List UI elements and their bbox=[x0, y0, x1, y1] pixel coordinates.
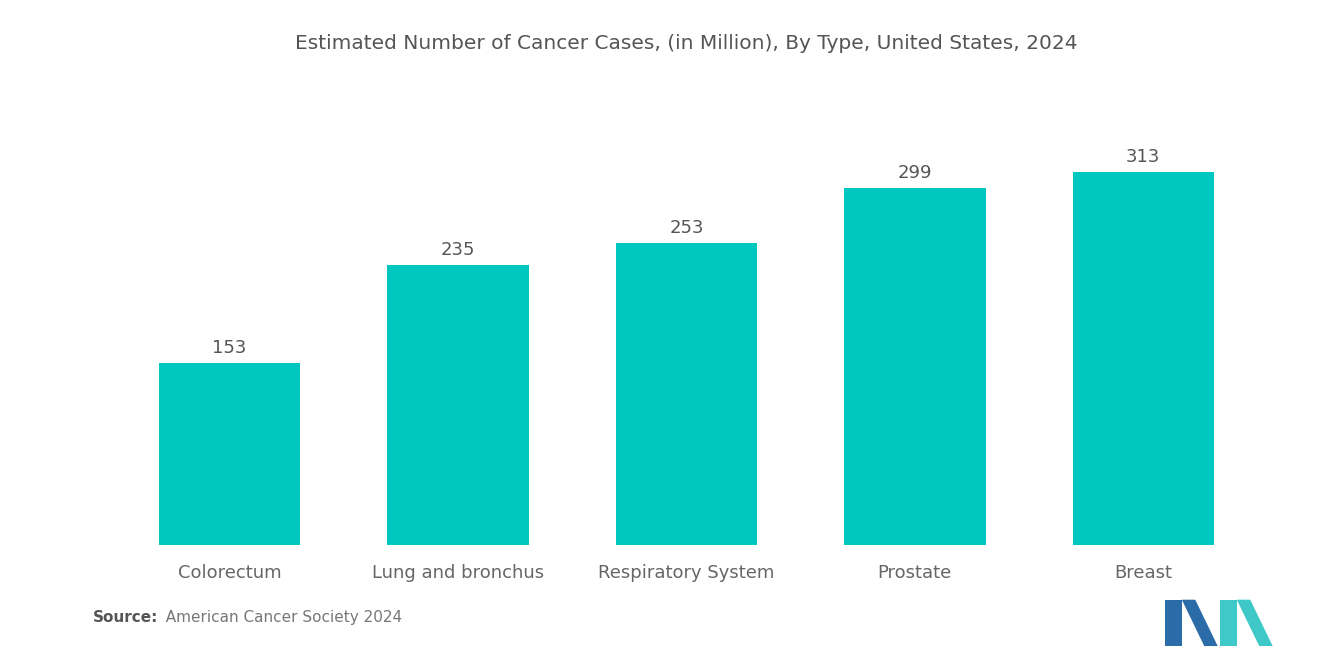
Polygon shape bbox=[1166, 600, 1181, 646]
Text: 253: 253 bbox=[669, 219, 704, 237]
Polygon shape bbox=[1237, 600, 1272, 646]
Polygon shape bbox=[1181, 600, 1217, 646]
Bar bbox=[1072, 172, 1214, 545]
Polygon shape bbox=[1220, 600, 1237, 646]
Bar bbox=[387, 265, 529, 545]
Bar bbox=[615, 243, 758, 545]
Text: 235: 235 bbox=[441, 241, 475, 259]
Text: 299: 299 bbox=[898, 164, 932, 182]
Text: 153: 153 bbox=[213, 338, 247, 356]
Text: American Cancer Society 2024: American Cancer Society 2024 bbox=[156, 610, 401, 625]
Bar bbox=[158, 362, 300, 545]
Bar bbox=[843, 188, 986, 545]
Title: Estimated Number of Cancer Cases, (in Million), By Type, United States, 2024: Estimated Number of Cancer Cases, (in Mi… bbox=[296, 34, 1077, 53]
Text: 313: 313 bbox=[1126, 148, 1160, 166]
Text: Source:: Source: bbox=[92, 610, 158, 625]
